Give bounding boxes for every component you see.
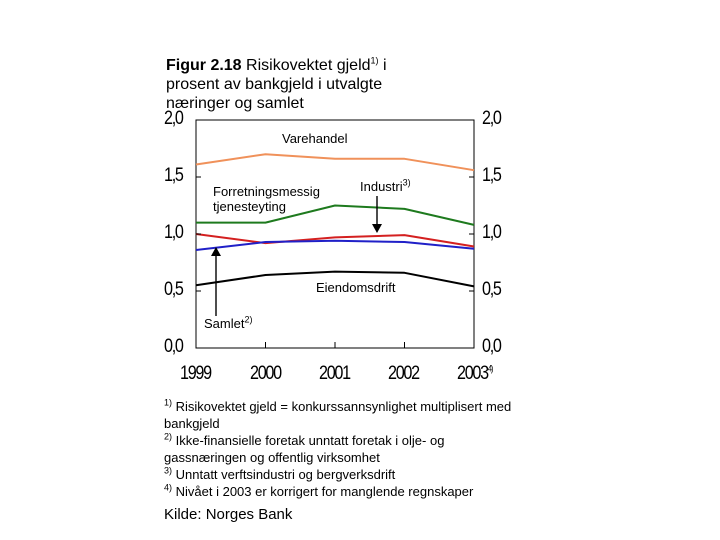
samlet-arrow bbox=[211, 247, 221, 316]
title-footnote-mark: 1) bbox=[370, 55, 379, 66]
x-tick: 20034) bbox=[457, 363, 494, 385]
industri-label: Industri3) bbox=[360, 177, 411, 194]
y-tick-left: 0,5 bbox=[164, 279, 184, 300]
footnote: 2) Ikke-finansielle foretak unntatt fore… bbox=[164, 432, 524, 466]
figure-label: Figur 2.18 bbox=[166, 57, 242, 74]
footnotes: 1) Risikovektet gjeld = konkurssannsynli… bbox=[164, 398, 524, 500]
footnote: 4) Nivået i 2003 er korrigert for mangle… bbox=[164, 483, 524, 500]
series-line-industri bbox=[196, 204, 475, 226]
series-line-eiendomsdrift bbox=[195, 270, 475, 288]
forretning-label-line1: Forretningsmessig bbox=[213, 184, 320, 199]
varehandel-label: Varehandel bbox=[282, 131, 348, 146]
samlet-footnote-mark: 2) bbox=[244, 314, 253, 325]
series-line-varehandel bbox=[195, 153, 475, 172]
footnote-mark: 4) bbox=[164, 482, 173, 493]
series-line-forretningsmessig-tjenesteyting bbox=[195, 233, 475, 248]
industri-arrow bbox=[372, 196, 382, 233]
title-text-2: i prosent av bankgjeld i utvalgte næring… bbox=[166, 57, 387, 112]
title-text: Risikovektet gjeld bbox=[241, 57, 371, 74]
forretning-label: Forretningsmessig tjenesteyting bbox=[213, 184, 320, 214]
y-tick-left: 2,0 bbox=[164, 108, 184, 129]
y-tick-right: 0,0 bbox=[482, 336, 502, 357]
x-tick: 2002 bbox=[388, 363, 420, 384]
industri-label-text: Industri bbox=[360, 179, 403, 194]
footnote-text: Unntatt verftsindustri og bergverksdrift bbox=[172, 467, 396, 482]
y-tick-left: 0,0 bbox=[164, 336, 184, 357]
chart-title: Figur 2.18 Risikovektet gjeld1) i prosen… bbox=[166, 56, 436, 113]
samlet-label-text: Samlet bbox=[204, 316, 245, 331]
y-tick-left: 1,0 bbox=[164, 222, 184, 243]
footnote-text: Nivået i 2003 er korrigert for manglende… bbox=[172, 484, 474, 499]
footnote-text: Risikovektet gjeld = konkurssannsynlighe… bbox=[164, 399, 512, 431]
x-tick-footnote-mark: 4) bbox=[487, 363, 494, 374]
footnote-text: Ikke-finansielle foretak unntatt foretak… bbox=[164, 433, 445, 465]
forretning-label-line2: tjenesteyting bbox=[213, 199, 286, 214]
y-tick-right: 2,0 bbox=[482, 108, 502, 129]
y-tick-left: 1,5 bbox=[164, 165, 184, 186]
x-tick: 2000 bbox=[250, 363, 282, 384]
footnote-mark: 2) bbox=[164, 431, 173, 442]
y-tick-right: 0,5 bbox=[482, 279, 502, 300]
x-tick-label: 2003 bbox=[457, 363, 489, 384]
y-tick-right: 1,0 bbox=[482, 222, 502, 243]
eiendomsdrift-label: Eiendomsdrift bbox=[316, 280, 396, 295]
plot-frame bbox=[195, 119, 475, 349]
footnote: 3) Unntatt verftsindustri og bergverksdr… bbox=[164, 466, 524, 483]
footnote-mark: 3) bbox=[164, 465, 173, 476]
source-note: Kilde: Norges Bank bbox=[164, 506, 293, 523]
industri-footnote-mark: 3) bbox=[402, 177, 411, 188]
y-tick-right: 1,5 bbox=[482, 165, 502, 186]
x-tick: 1999 bbox=[180, 363, 212, 384]
footnote-mark: 1) bbox=[164, 397, 173, 408]
footnote: 1) Risikovektet gjeld = konkurssannsynli… bbox=[164, 398, 524, 432]
series-line-samlet bbox=[195, 239, 475, 251]
x-tick: 2001 bbox=[319, 363, 351, 384]
samlet-label: Samlet2) bbox=[204, 314, 253, 331]
